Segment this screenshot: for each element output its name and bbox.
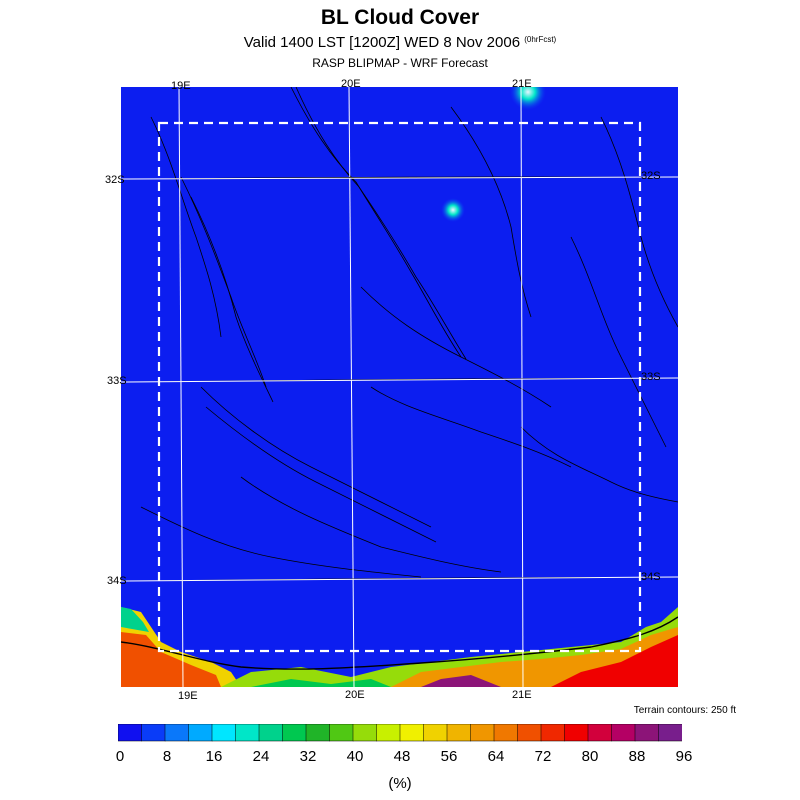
colorbar-tick-label: 8 [162, 748, 172, 765]
colorbar-swatch [118, 724, 143, 742]
forecast-hour-text: (0hrFcst) [524, 35, 557, 44]
lat-label-left-32s: 32S [105, 174, 125, 186]
lat-lon-grid [121, 87, 678, 687]
map-field-background [121, 87, 678, 687]
cloud-spot-central [441, 198, 465, 222]
colorbar-swatch [611, 724, 636, 742]
colorbar-tick-label: 56 [440, 748, 458, 765]
colorbar-swatch [164, 724, 190, 742]
lat-label-left-34s: 34S [107, 575, 127, 587]
chart-subtitle: Valid 1400 LST [1200Z] WED 8 Nov 2006 (0… [0, 34, 800, 51]
colorbar-tick-label: 32 [299, 748, 317, 765]
colorbar-swatch [423, 724, 448, 742]
lon-label-bottom-20e: 20E [345, 689, 365, 701]
colorbar-swatch [517, 724, 542, 742]
lon-label-top-20e: 20E [341, 78, 361, 90]
colorbar-swatch [634, 724, 660, 742]
colorbar-swatch [235, 724, 260, 742]
lon-label-bottom-19e: 19E [178, 690, 198, 702]
colorbar-tick-label: 88 [628, 748, 646, 765]
colorbar-swatch [352, 724, 378, 742]
chart-title: BL Cloud Cover [320, 6, 480, 29]
colorbar-swatch [329, 724, 354, 742]
colorbar-swatch [305, 724, 331, 742]
colorbar-swatch [540, 724, 566, 742]
colorbar-tick-label: 48 [393, 748, 411, 765]
colorbar-units: (%) [388, 775, 412, 792]
cloud-band-south-peak [421, 675, 501, 687]
lat-label-right-32s: 32S [641, 170, 661, 182]
colorbar-swatch [258, 724, 284, 742]
colorbar-tick-label: 72 [534, 748, 552, 765]
colorbar-tick-label: 64 [487, 748, 505, 765]
colorbar-swatch [211, 724, 237, 742]
colorbar-tick-label: 0 [115, 748, 125, 765]
colorbar-swatch [564, 724, 589, 742]
colorbar-swatch [470, 724, 495, 742]
colorbar-swatch [587, 724, 613, 742]
cloud-band-south-green [251, 679, 391, 687]
domain-boundary [157, 121, 642, 653]
cloud-band-southwest-edge [121, 607, 149, 632]
colorbar-tick-label: 80 [581, 748, 599, 765]
colorbar [118, 724, 682, 742]
colorbar-tick-label: 16 [205, 748, 223, 765]
lon-label-bottom-21e: 21E [512, 689, 532, 701]
colorbar-swatch [282, 724, 307, 742]
lon-label-top-21e: 21E [512, 78, 532, 90]
colorbar-swatch [188, 724, 213, 742]
lat-label-right-34s: 34S [641, 571, 661, 583]
colorbar-swatch [141, 724, 166, 742]
cloud-band-southeast-peak [551, 635, 678, 687]
cloud-cover-map [121, 87, 678, 687]
valid-time-text: Valid 1400 LST [1200Z] WED 8 Nov 2006 [243, 34, 521, 51]
colorbar-swatch [658, 724, 682, 742]
lat-label-left-33s: 33S [107, 375, 127, 387]
colorbar-tick-label: 40 [346, 748, 364, 765]
cloud-spot-north [510, 87, 546, 110]
source-text: RASP BLIPMAP - WRF Forecast [312, 56, 488, 70]
colorbar-swatch [493, 724, 519, 742]
terrain-contours-note: Terrain contours: 250 ft [633, 705, 736, 716]
colorbar-tick-label: 24 [252, 748, 270, 765]
colorbar-swatch [446, 724, 472, 742]
colorbar-swatch [399, 724, 425, 742]
colorbar-tick-label: 96 [675, 748, 693, 765]
lat-label-right-33s: 33S [641, 371, 661, 383]
colorbar-swatch [376, 724, 401, 742]
lon-label-top-19e: 19E [171, 80, 191, 92]
